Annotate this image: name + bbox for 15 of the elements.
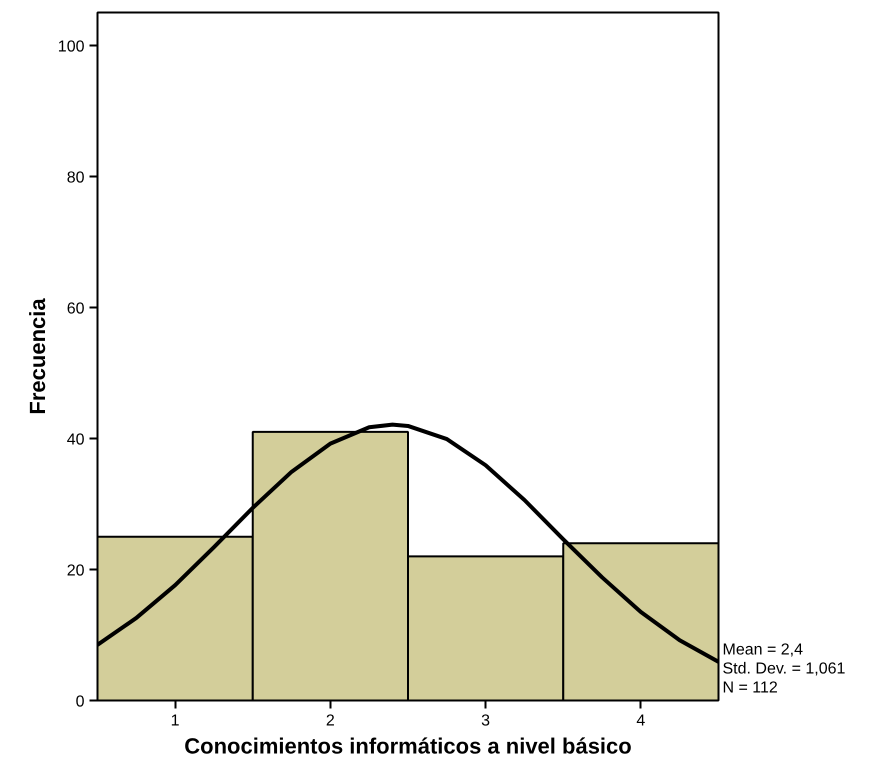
y-tick-label: 100 [58,38,85,56]
y-tick-label: 0 [76,694,85,710]
x-tick-label: 2 [326,712,335,730]
text: Std. Dev. = 1,061 [722,660,846,678]
x-tick-label: 3 [481,712,490,730]
y-tick-label: 60 [66,300,85,318]
y-tick-label: 80 [66,169,85,186]
y-axis-title: Frecuencia [24,298,50,415]
y-tick-label: 40 [66,431,85,448]
y-tick-label: 20 [66,562,85,580]
x-tick-label: 1 [170,712,180,730]
text: Mean = 2,4 [722,642,804,658]
x-tick-label: 4 [636,712,646,730]
x-axis-title: Conocimientos informáticos a nivel básico [184,734,632,758]
text: N = 112 [722,680,778,696]
